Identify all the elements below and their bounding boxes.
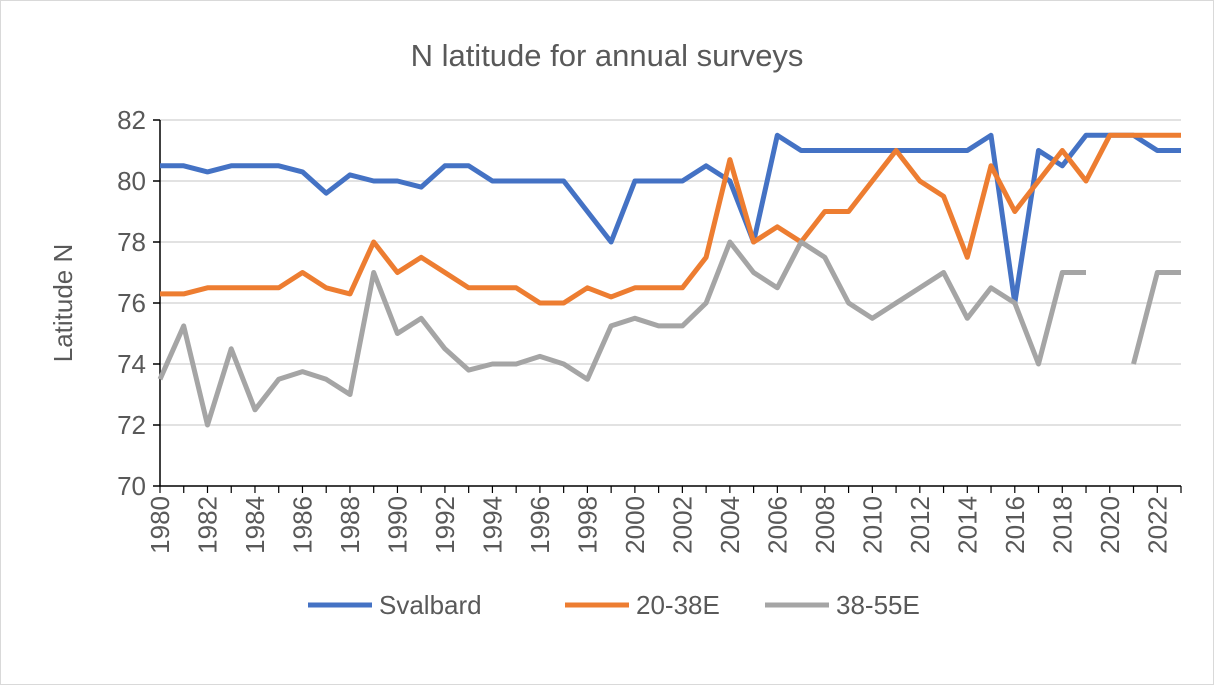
- series-line-20-38e: [160, 132, 1181, 306]
- x-tick-label: 2012: [905, 496, 935, 554]
- x-tick-label: 1986: [287, 496, 317, 554]
- x-tick-label: 2006: [762, 496, 792, 554]
- y-tick-label: 78: [117, 227, 146, 257]
- legend-item: 20-38E: [565, 590, 720, 620]
- x-tick-label: 2014: [952, 496, 982, 554]
- x-tick-label: 2002: [667, 496, 697, 554]
- x-tick-label: 1980: [145, 496, 175, 554]
- x-tick-label: 2000: [620, 496, 650, 554]
- y-tick-label: 74: [117, 349, 146, 379]
- x-tick-label: 1990: [382, 496, 412, 554]
- y-tick-label: 82: [117, 105, 146, 135]
- x-tick-label: 1994: [477, 496, 507, 554]
- legend-item: Svalbard: [308, 590, 482, 620]
- x-tick-label: 1998: [572, 496, 602, 554]
- x-tick-label: 2010: [857, 496, 887, 554]
- x-tick-label: 2008: [810, 496, 840, 554]
- x-tick-label: 2016: [1000, 496, 1030, 554]
- chart-title: N latitude for annual surveys: [411, 38, 804, 73]
- legend-label: 20-38E: [636, 590, 720, 620]
- y-tick-label: 70: [117, 471, 146, 501]
- y-tick-label: 80: [117, 166, 146, 196]
- x-tick-label: 1982: [192, 496, 222, 554]
- series-line-38-55e: [157, 239, 1181, 428]
- x-tick-label: 1992: [430, 496, 460, 554]
- y-tick-label: 72: [117, 410, 146, 440]
- legend-item: 38-55E: [765, 590, 920, 620]
- y-axis-label: Latitude N: [48, 244, 78, 363]
- x-tick-label: 1984: [240, 496, 270, 554]
- x-tick-label: 2022: [1142, 496, 1172, 554]
- x-tick-label: 1988: [335, 496, 365, 554]
- legend-label: 38-55E: [836, 590, 920, 620]
- legend-label: Svalbard: [379, 590, 482, 620]
- x-tick-label: 2020: [1095, 496, 1125, 554]
- x-tick-label: 2004: [715, 496, 745, 554]
- series-line-svalbard: [160, 132, 1181, 306]
- y-tick-label: 76: [117, 288, 146, 318]
- x-tick-label: 2018: [1047, 496, 1077, 554]
- x-tick-label: 1996: [525, 496, 555, 554]
